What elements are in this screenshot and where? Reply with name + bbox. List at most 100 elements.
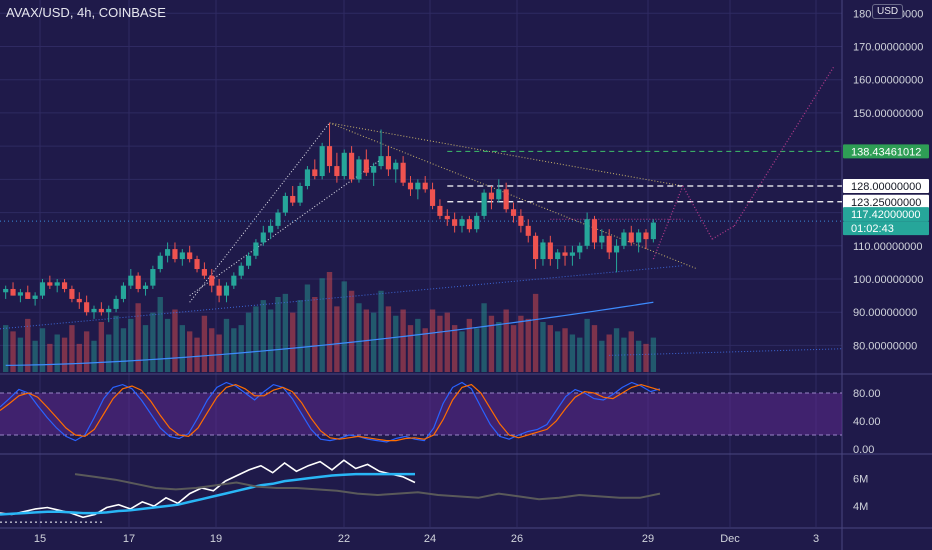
candle-body	[496, 189, 502, 200]
volume-bars	[3, 272, 657, 372]
stochastic-tick-label: 80.00	[853, 388, 881, 400]
candle-body	[165, 249, 171, 256]
time-tick-label: 22	[338, 533, 350, 545]
candle-body	[437, 205, 443, 216]
candle-body	[106, 308, 112, 313]
volume-bar	[39, 328, 46, 372]
candle-body	[591, 219, 598, 243]
candle-body	[17, 292, 23, 296]
volume-bar	[451, 325, 458, 372]
volume-bar	[599, 340, 605, 372]
volume-bar	[650, 337, 657, 372]
price-tick-label: 100.00000000	[853, 274, 923, 286]
candle-body	[636, 232, 642, 243]
candle-body	[3, 288, 9, 293]
time-tick-label: 3	[813, 533, 819, 545]
candle-body	[466, 219, 472, 230]
stochastic-line-d	[0, 383, 661, 442]
volume-bar	[422, 328, 428, 372]
candle-body	[385, 156, 391, 170]
candle-body	[194, 259, 200, 270]
volume-bar	[47, 343, 53, 372]
candle-body	[452, 219, 458, 226]
volume-bar	[326, 272, 333, 372]
time-tick-label: Dec	[720, 533, 740, 545]
volume-bar	[32, 340, 38, 372]
candle-body	[128, 275, 134, 286]
volume-bar	[577, 337, 583, 372]
candle-body	[179, 252, 185, 260]
candle-body	[201, 269, 207, 276]
volume-bar	[474, 328, 480, 372]
volume-bar	[245, 312, 252, 372]
currency-button[interactable]: USD	[872, 4, 904, 19]
volume-bar	[643, 343, 649, 372]
time-tick-label: 26	[511, 533, 523, 545]
volume-bar	[525, 318, 531, 372]
price-tick-label: 110.00000000	[853, 241, 923, 253]
stochastic-panel	[0, 381, 842, 443]
volume-bar	[106, 334, 112, 372]
volume-bar	[69, 325, 75, 372]
candle-body	[555, 252, 561, 260]
candle-body	[481, 192, 487, 216]
volume-bar	[547, 325, 553, 372]
volume-bar	[444, 312, 450, 372]
volume-bar	[128, 318, 134, 372]
volume-bar	[25, 318, 31, 372]
candle-body	[621, 232, 627, 246]
price-axis[interactable]: 80.00000000 90.00000000 100.00000000 110.00…	[853, 8, 923, 513]
volume-bar	[540, 322, 546, 372]
volume-bar	[635, 340, 642, 372]
volume-bar	[216, 334, 222, 372]
candle-body	[371, 166, 377, 173]
volume-bar	[532, 293, 539, 372]
volume-bar	[297, 300, 303, 372]
indicator-line-gray	[74, 473, 661, 501]
volume-bar	[260, 300, 266, 372]
volume-bar	[187, 331, 193, 372]
price-tick-label: 160.00000000	[853, 75, 923, 87]
volume-bar	[113, 315, 119, 372]
candle-body	[84, 302, 90, 313]
candle-body	[209, 275, 215, 286]
candle-body	[547, 242, 553, 260]
candle-body	[562, 252, 568, 256]
projection-down	[682, 185, 713, 240]
candle-body	[422, 182, 428, 190]
volume-bar	[164, 318, 171, 372]
target-price-label: 138.43461012	[851, 146, 921, 158]
time-tick-label: 19	[210, 533, 222, 545]
volume-bar	[429, 309, 436, 372]
volume-bar	[223, 318, 230, 372]
candle-body	[356, 159, 362, 180]
candle-body	[459, 219, 465, 226]
volume-bar	[61, 337, 68, 372]
candle-body	[304, 169, 311, 186]
symbol-title[interactable]: AVAX/USD, 4h, COINBASE	[6, 5, 166, 20]
volume-bar	[179, 325, 185, 372]
volume-bar	[371, 312, 377, 372]
last-price-label-bg	[843, 207, 929, 222]
trendline-rise-left	[189, 122, 330, 303]
volume-bar	[238, 325, 244, 372]
candle-body	[25, 292, 31, 299]
candle-body	[39, 282, 46, 296]
candle-body	[400, 162, 406, 183]
time-axis[interactable]: 15 17 19 22 24 26 29 Dec 3	[34, 533, 819, 545]
candle-body	[223, 285, 230, 296]
price-tick-label: 80.00000000	[853, 340, 917, 352]
candle-body	[10, 288, 16, 296]
level-price-label: 123.25000000	[851, 197, 921, 209]
candle-body	[61, 282, 68, 289]
candle-body	[113, 298, 119, 309]
volume-bar	[3, 325, 9, 372]
price-labels: 138.43461012 128.00000000 123.25000000117.…	[843, 144, 929, 236]
candle-body	[650, 222, 656, 240]
candle-body	[69, 288, 75, 299]
volume-bar	[510, 325, 517, 372]
candle-body	[91, 308, 97, 313]
volume-bar	[10, 331, 16, 372]
volume-bar	[209, 328, 215, 372]
